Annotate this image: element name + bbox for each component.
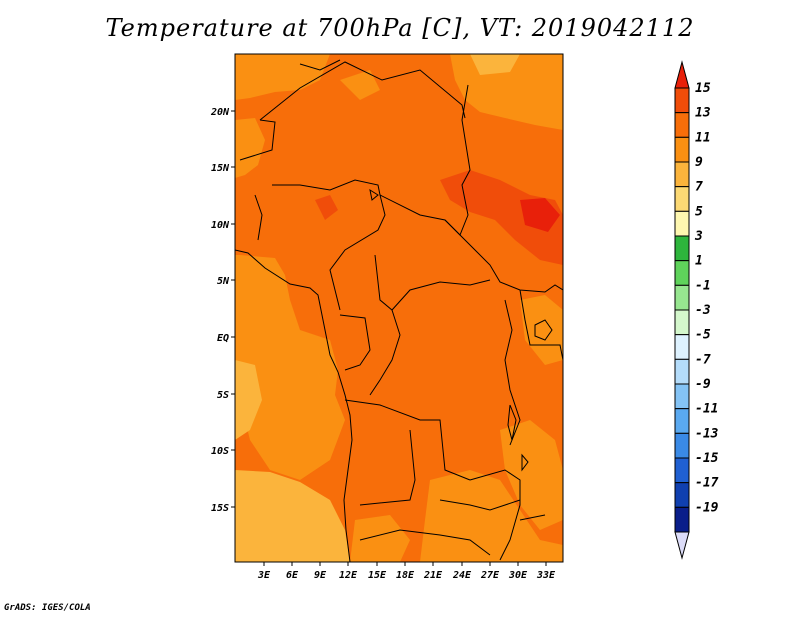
colorbar-label: 7 bbox=[695, 180, 703, 195]
colorbar-label: -3 bbox=[695, 303, 711, 318]
colorbar-label: -5 bbox=[695, 328, 711, 343]
colorbar-label: 15 bbox=[695, 81, 711, 96]
colorbar-label: -7 bbox=[695, 352, 711, 367]
colorbar-label: 9 bbox=[695, 155, 703, 170]
colorbar-swatch bbox=[674, 112, 690, 138]
map-frame bbox=[234, 53, 564, 563]
lon-label: 30E bbox=[508, 570, 528, 581]
colorbar-label: 11 bbox=[695, 130, 711, 145]
lat-label: 15S bbox=[211, 503, 229, 514]
colorbar-swatch bbox=[674, 334, 690, 360]
colorbar-swatch bbox=[674, 383, 690, 410]
colorbar-label: 1 bbox=[695, 254, 703, 269]
lon-label: 12E bbox=[339, 570, 358, 581]
colorbar-swatch bbox=[674, 506, 690, 533]
lat-axis: 20N 15N 10N 5N EQ 5S 10S 15S bbox=[210, 107, 235, 514]
colorbar-label: -11 bbox=[695, 402, 718, 417]
lat-label: 5S bbox=[217, 390, 229, 401]
lon-label: 24E bbox=[452, 570, 472, 581]
lat-label: EQ bbox=[217, 333, 229, 344]
lon-label: 9E bbox=[314, 570, 327, 581]
colorbar-label: -19 bbox=[695, 500, 719, 515]
colorbar-label: -13 bbox=[695, 426, 719, 441]
colorbar-swatch bbox=[674, 432, 690, 459]
colorbar-swatch bbox=[674, 309, 690, 336]
colorbar-label: 13 bbox=[695, 106, 711, 121]
colorbar-swatch bbox=[674, 284, 690, 311]
lon-axis: 3E 6E 9E 12E 15E 18E 21E 24E 27E 30E 33E bbox=[257, 562, 556, 581]
lat-label: 10S bbox=[211, 446, 229, 457]
lon-label: 21E bbox=[423, 570, 443, 581]
colorbar-swatch bbox=[674, 408, 690, 434]
temperature-field bbox=[235, 54, 563, 562]
colorbar-swatch bbox=[674, 260, 690, 286]
lat-label: 5N bbox=[217, 276, 230, 287]
lon-label: 27E bbox=[480, 570, 500, 581]
footer-credit: GrADS: IGES/COLA bbox=[4, 603, 91, 613]
lat-label: 15N bbox=[211, 163, 230, 174]
colorbar-swatch bbox=[674, 186, 690, 212]
colorbar-swatch bbox=[674, 358, 690, 385]
chart-title: Temperature at 700hPa [C], VT: 201904211… bbox=[105, 14, 695, 42]
lat-label: 10N bbox=[211, 220, 230, 231]
colorbar: 15 13 11 9 7 5 3 1 -1 -3 -5 -7 -9 -11 -13 -15 -17 -19 bbox=[674, 60, 719, 560]
lon-label: 18E bbox=[396, 570, 415, 581]
lon-label: 6E bbox=[286, 570, 299, 581]
colorbar-swatch bbox=[674, 136, 690, 163]
lon-label: 3E bbox=[257, 570, 271, 581]
lon-label: 33E bbox=[536, 570, 556, 581]
colorbar-swatch bbox=[674, 235, 690, 262]
colorbar-label: 5 bbox=[695, 204, 703, 219]
lon-label: 15E bbox=[368, 570, 387, 581]
colorbar-label: 3 bbox=[694, 229, 703, 244]
colorbar-swatch bbox=[674, 482, 690, 508]
country-borders bbox=[235, 59, 563, 562]
colorbar-swatch bbox=[674, 210, 690, 237]
colorbar-bottom-arrow bbox=[674, 531, 690, 560]
lat-label: 20N bbox=[210, 107, 230, 118]
colorbar-top-arrow bbox=[674, 60, 690, 89]
colorbar-label: -9 bbox=[695, 377, 711, 392]
colorbar-label: -17 bbox=[695, 476, 719, 491]
colorbar-label: -1 bbox=[695, 278, 711, 293]
colorbar-label: -15 bbox=[695, 451, 719, 466]
colorbar-swatch bbox=[674, 457, 690, 484]
lakes bbox=[369, 188, 553, 472]
colorbar-swatch bbox=[674, 87, 690, 114]
colorbar-swatch bbox=[674, 161, 690, 188]
